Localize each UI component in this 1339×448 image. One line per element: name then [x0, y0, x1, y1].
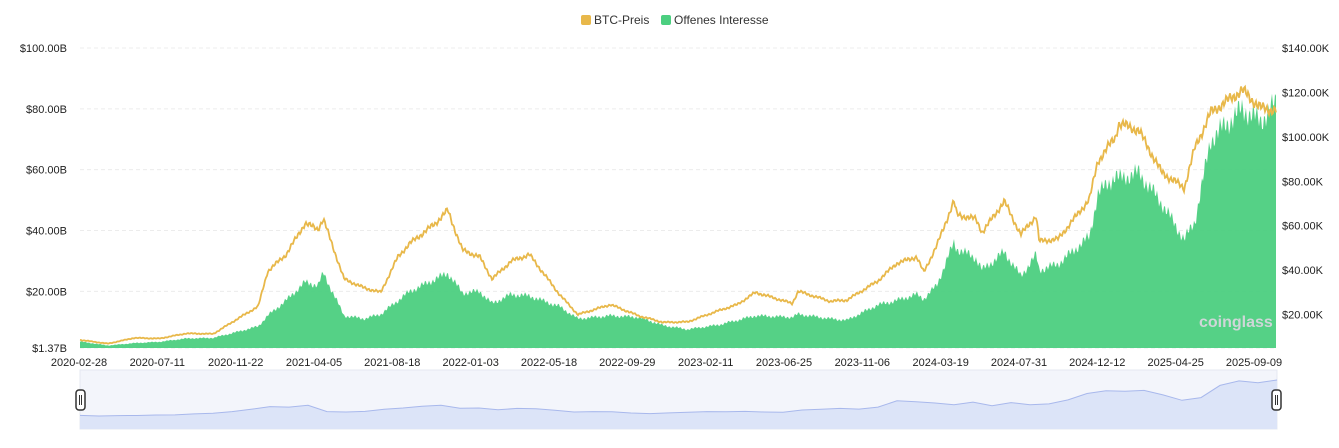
x-axis-tick-label: 2024-12-12	[1069, 357, 1125, 369]
x-axis-ticks: 2020-02-28 2020-07-11 2020-11-22 2021-04-05…	[51, 357, 1282, 369]
x-axis-tick-label: 2020-07-11	[130, 357, 185, 369]
x-axis-tick-label: 2025-09-09	[1226, 357, 1282, 369]
right-axis-tick-label: $140.00K	[1282, 43, 1330, 55]
legend-label-open-interest[interactable]: Offenes Interesse	[674, 13, 769, 27]
x-axis-tick-label: 2023-02-11	[678, 357, 733, 369]
btc-price-line	[79, 84, 1277, 345]
left-axis-tick-label: $60.00B	[26, 165, 67, 177]
left-axis-tick-label: $1.37B	[32, 343, 67, 355]
legend-swatch-open-interest	[661, 15, 671, 25]
navigator-area-fill	[80, 380, 1277, 429]
navigator-handle-right[interactable]	[1271, 389, 1282, 411]
x-axis-tick-label: 2022-09-29	[599, 357, 655, 369]
legend[interactable]: BTC-Preis Offenes Interesse	[581, 13, 769, 27]
navigator-area-line	[79, 379, 1278, 417]
legend-swatch-btc-price	[581, 15, 591, 25]
series-area-open-interest	[80, 93, 1276, 348]
range-navigator[interactable]	[75, 369, 1282, 430]
left-axis-tick-label: $100.00B	[20, 43, 67, 55]
right-axis-tick-label: $40.00K	[1282, 265, 1324, 277]
watermark-text: coinglass	[1199, 314, 1273, 331]
legend-label-btc-price[interactable]: BTC-Preis	[594, 13, 649, 27]
series-line-btc-price	[79, 84, 1277, 345]
x-axis-tick-label: 2024-07-31	[991, 357, 1047, 369]
right-axis-tick-label: $120.00K	[1282, 87, 1330, 99]
left-axis-ticks: $1.37B $20.00B $40.00B $60.00B $80.00B $100.0…	[20, 43, 67, 355]
x-axis-tick-label: 2020-11-22	[208, 357, 263, 369]
right-axis-tick-label: $60.00K	[1282, 221, 1324, 233]
navigator-area	[79, 379, 1278, 429]
left-axis-tick-label: $40.00B	[26, 226, 67, 238]
navigator-handle-left[interactable]	[75, 389, 86, 411]
x-axis-tick-label: 2024-03-19	[913, 357, 969, 369]
right-axis-tick-label: $20.00K	[1282, 310, 1324, 322]
right-axis-tick-label: $80.00K	[1282, 176, 1324, 188]
left-axis-tick-label: $80.00B	[26, 104, 67, 116]
right-axis-ticks: $20.00K $40.00K $60.00K $80.00K $100.00K $120…	[1282, 43, 1330, 322]
x-axis-tick-label: 2020-02-28	[51, 357, 107, 369]
x-axis-tick-label: 2025-04-25	[1148, 357, 1204, 369]
open-interest-area	[80, 93, 1276, 348]
right-axis-tick-label: $100.00K	[1282, 132, 1330, 144]
x-axis-tick-label: 2023-11-06	[835, 357, 890, 369]
x-axis-tick-label: 2022-05-18	[521, 357, 577, 369]
x-axis-tick-label: 2021-08-18	[364, 357, 420, 369]
x-axis-tick-label: 2023-06-25	[756, 357, 812, 369]
x-axis-tick-label: 2021-04-05	[286, 357, 342, 369]
left-axis-tick-label: $20.00B	[26, 286, 67, 298]
x-axis-tick-label: 2022-01-03	[443, 357, 499, 369]
